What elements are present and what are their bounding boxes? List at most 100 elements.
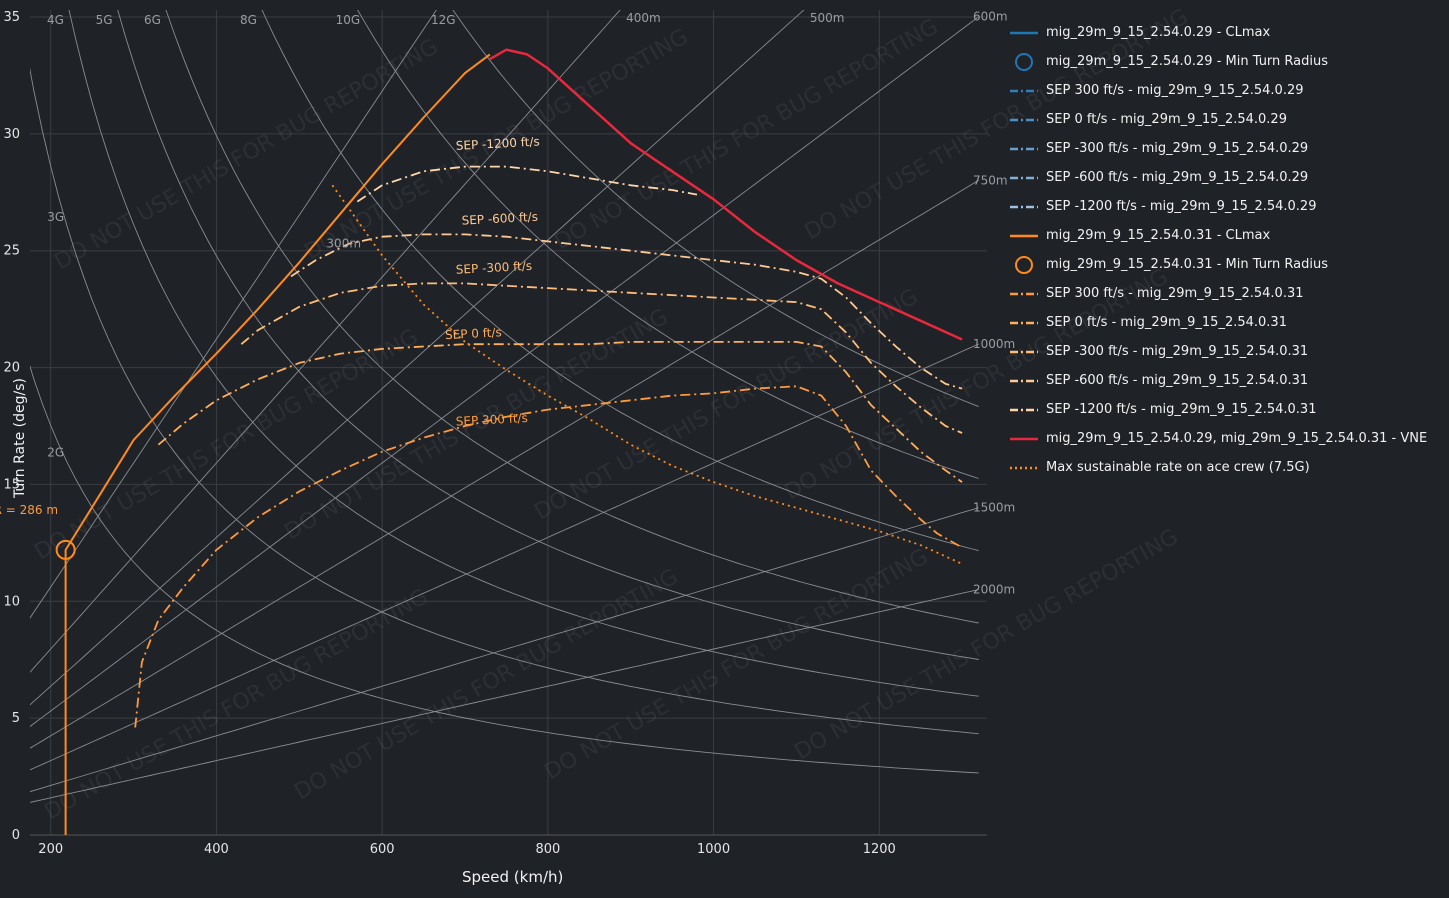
y-tick-label: 25	[3, 244, 20, 259]
legend-item[interactable]: SEP -600 ft/s - mig_29m_9_15_2.54.0.29	[1008, 163, 1448, 192]
legend-label: SEP -1200 ft/s - mig_29m_9_15_2.54.0.29	[1046, 199, 1317, 214]
series-line	[290, 233, 963, 390]
legend-label: Max sustainable rate on ace crew (7.5G)	[1046, 460, 1310, 475]
legend-swatch	[1010, 408, 1038, 411]
g-line-label: 12G	[431, 13, 456, 27]
x-tick-label: 800	[535, 842, 560, 857]
legend-item[interactable]: SEP -300 ft/s - mig_29m_9_15_2.54.0.31	[1008, 337, 1448, 366]
radius-line	[30, 10, 621, 673]
axes: 200 400 600 800 1000 1200 0 5 10 15 20 25 30 35	[3, 10, 987, 857]
legend-item[interactable]: SEP 0 ft/s - mig_29m_9_15_2.54.0.31	[1008, 308, 1448, 337]
sep-label: SEP 0 ft/s	[445, 325, 502, 342]
legend-item[interactable]: mig_29m_9_15_2.54.0.29 - CLmax	[1008, 18, 1448, 47]
min-turn-radius-label: R = 286 m	[0, 503, 58, 517]
g-line	[261, 10, 979, 552]
radius-line-label: 1000m	[973, 337, 1015, 351]
radius-line-label: 600m	[973, 10, 1008, 24]
legend-swatch	[1010, 31, 1038, 34]
legend-swatch	[1015, 255, 1033, 274]
y-tick-label: 10	[3, 594, 20, 609]
legend-label: mig_29m_9_15_2.54.0.31 - Min Turn Radius	[1046, 257, 1329, 272]
legend-swatch	[1015, 52, 1033, 71]
legend-swatch-circle	[1015, 52, 1033, 71]
radius-line-label: 300m	[326, 236, 361, 250]
reference-lines	[30, 10, 979, 803]
legend-label: SEP -300 ft/s - mig_29m_9_15_2.54.0.29	[1046, 141, 1309, 156]
series-line	[64, 53, 491, 835]
legend-swatch	[1010, 176, 1038, 179]
radius-line	[30, 10, 805, 706]
legend-item[interactable]: mig_29m_9_15_2.54.0.29 - Min Turn Radius	[1008, 47, 1448, 76]
g-line-label: 2G	[47, 446, 64, 460]
legend-label: SEP -600 ft/s - mig_29m_9_15_2.54.0.31	[1046, 373, 1309, 388]
legend-item[interactable]: mig_29m_9_15_2.54.0.31 - CLmax	[1008, 221, 1448, 250]
legend-item[interactable]: SEP -600 ft/s - mig_29m_9_15_2.54.0.31	[1008, 366, 1448, 395]
y-tick-label: 5	[12, 711, 20, 726]
radius-line	[30, 16, 979, 728]
y-axis-label: Turn Rate (deg/s)	[12, 377, 29, 499]
series-line	[356, 165, 698, 203]
y-tick-label: 15	[3, 477, 20, 492]
legend-label: mig_29m_9_15_2.54.0.31 - CLmax	[1046, 228, 1271, 243]
radius-line	[30, 589, 979, 803]
watermark-text: DO NOT USE THIS FOR BUG REPORTING	[51, 34, 443, 275]
g-line-label: 3G	[47, 210, 64, 224]
y-tick-label: 20	[3, 361, 20, 376]
watermark-text: DO NOT USE THIS FOR BUG REPORTING	[791, 524, 1183, 765]
legend-item[interactable]: SEP -1200 ft/s - mig_29m_9_15_2.54.0.31	[1008, 395, 1448, 424]
legend-swatch	[1010, 350, 1038, 353]
legend-item[interactable]: mig_29m_9_15_2.54.0.29, mig_29m_9_15_2.5…	[1008, 424, 1448, 453]
grid	[30, 10, 987, 836]
series-line	[331, 184, 963, 565]
legend-swatch	[1010, 118, 1038, 121]
legend-item[interactable]: SEP 300 ft/s - mig_29m_9_15_2.54.0.29	[1008, 76, 1448, 105]
g-line	[30, 67, 979, 735]
legend-item[interactable]: mig_29m_9_15_2.54.0.31 - Min Turn Radius	[1008, 250, 1448, 279]
legend-label: SEP -300 ft/s - mig_29m_9_15_2.54.0.31	[1046, 344, 1309, 359]
y-tick-label: 35	[3, 10, 20, 25]
legend-item[interactable]: SEP 0 ft/s - mig_29m_9_15_2.54.0.29	[1008, 105, 1448, 134]
x-tick-label: 400	[204, 842, 229, 857]
x-tick-label: 600	[370, 842, 395, 857]
legend[interactable]: mig_29m_9_15_2.54.0.29 - CLmax mig_29m_9_…	[1008, 18, 1448, 482]
legend-label: SEP 0 ft/s - mig_29m_9_15_2.54.0.31	[1046, 315, 1287, 330]
legend-label: SEP -600 ft/s - mig_29m_9_15_2.54.0.29	[1046, 170, 1309, 185]
radius-line	[30, 179, 979, 749]
radius-line-label: 400m	[626, 11, 661, 25]
sep-label: SEP -300 ft/s	[455, 259, 532, 277]
legend-swatch	[1010, 205, 1038, 208]
legend-item[interactable]: SEP 300 ft/s - mig_29m_9_15_2.54.0.31	[1008, 279, 1448, 308]
x-tick-label: 1000	[697, 842, 730, 857]
g-line-label: 4G	[47, 13, 64, 27]
sep-label: SEP -600 ft/s	[461, 210, 538, 228]
g-line	[68, 10, 979, 697]
watermark-text: DO NOT USE THIS FOR BUG REPORTING	[41, 584, 433, 825]
radius-line	[30, 10, 437, 619]
x-tick-label: 1200	[863, 842, 896, 857]
legend-swatch	[1010, 234, 1038, 237]
legend-item[interactable]: SEP -300 ft/s - mig_29m_9_15_2.54.0.29	[1008, 134, 1448, 163]
sep-label: SEP 300 ft/s	[455, 411, 528, 429]
series-line	[240, 282, 963, 434]
legend-swatch	[1010, 147, 1038, 150]
legend-label: mig_29m_9_15_2.54.0.29, mig_29m_9_15_2.5…	[1046, 431, 1428, 446]
y-tick-label: 0	[12, 828, 20, 843]
g-line-label: 6G	[144, 13, 161, 27]
g-line	[165, 10, 979, 624]
annotations: 2G 3G 4G 5G 6G 8G 10G 12G 300m 400m 500m 600m 750m 10…	[0, 10, 1015, 597]
sep-label: SEP -1200 ft/s	[455, 134, 540, 152]
legend-item[interactable]: SEP -1200 ft/s - mig_29m_9_15_2.54.0.29	[1008, 192, 1448, 221]
min-turn-radius-marker	[55, 539, 76, 560]
series	[64, 48, 963, 835]
legend-label: SEP 0 ft/s - mig_29m_9_15_2.54.0.29	[1046, 112, 1287, 127]
g-line	[30, 365, 979, 774]
x-tick-label: 200	[38, 842, 63, 857]
legend-label: mig_29m_9_15_2.54.0.29 - Min Turn Radius	[1046, 54, 1329, 69]
legend-label: mig_29m_9_15_2.54.0.29 - CLmax	[1046, 25, 1271, 40]
legend-swatch-circle	[1015, 255, 1033, 274]
legend-item[interactable]: Max sustainable rate on ace crew (7.5G)	[1008, 453, 1448, 482]
watermark-text: DO NOT USE THIS FOR BUG REPORTING	[551, 14, 943, 255]
radius-line-label: 500m	[810, 11, 845, 25]
radius-line-label: 2000m	[973, 583, 1015, 597]
